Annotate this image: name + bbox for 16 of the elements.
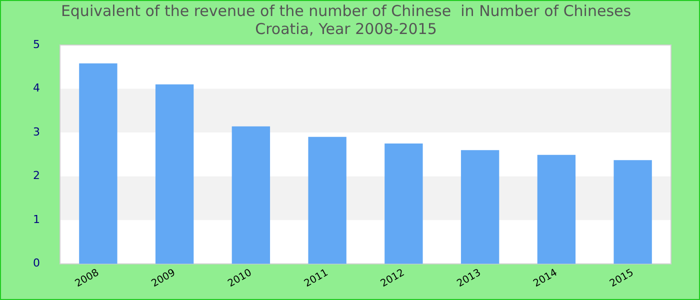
y-tick-label: 2: [33, 169, 40, 182]
y-tick-label: 0: [33, 256, 40, 270]
bar: [614, 160, 652, 264]
chart-subtitle: Croatia, Year 2008-2015: [255, 20, 437, 38]
y-tick-label: 4: [33, 82, 40, 95]
y-tick-label: 1: [33, 212, 40, 226]
bar: [79, 63, 118, 264]
bar: [308, 136, 346, 264]
bar: [384, 144, 423, 264]
bar: [537, 154, 576, 264]
bar: [232, 126, 270, 264]
y-tick-label: 5: [33, 38, 40, 51]
bar: [155, 84, 194, 264]
bar: [460, 150, 500, 264]
chart-title: Equivalent of the revenue of the number of Chinese in Number of Chineses: [60, 2, 632, 20]
y-tick-label: 3: [33, 125, 40, 138]
